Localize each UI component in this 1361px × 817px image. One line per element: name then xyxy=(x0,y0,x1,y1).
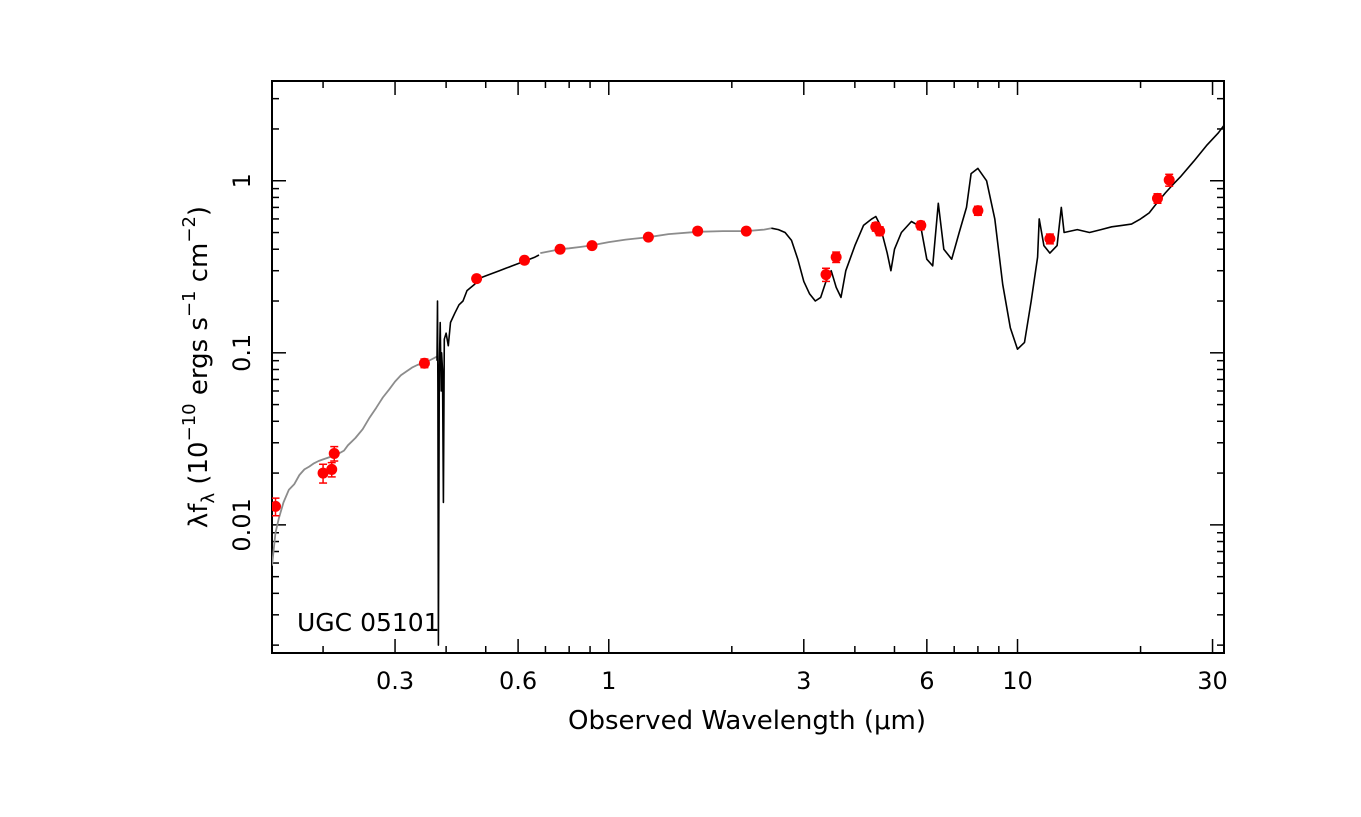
x-tick-label: 1 xyxy=(601,667,616,695)
axes xyxy=(271,80,1225,654)
tick-labels: 0.3 0.6 1 3 6 10 30 0.01 0.1 1 xyxy=(228,173,1228,695)
photometry-point xyxy=(471,273,483,285)
x-tick-label: 30 xyxy=(1197,667,1228,695)
photometry-point xyxy=(554,243,566,255)
photometry-point xyxy=(830,251,842,263)
photometry-point xyxy=(915,219,927,231)
photometry-point xyxy=(586,240,598,252)
spectrum-curves xyxy=(436,124,1224,646)
photometry-point xyxy=(874,225,886,237)
x-tick-label: 0.6 xyxy=(499,667,537,695)
photometry-point xyxy=(328,447,340,459)
model-curve-2 xyxy=(540,227,772,254)
photometry-point xyxy=(317,467,329,479)
spectrum-curve-3 xyxy=(436,254,540,646)
photometry-point xyxy=(518,254,530,266)
x-tick-label: 0.3 xyxy=(376,667,414,695)
y-axis-title: λfλ (10−10 ergs s−1 cm−2) xyxy=(179,206,219,528)
photometry-points xyxy=(272,173,1175,517)
photometry-point xyxy=(326,463,338,475)
y-tick-label: 0.1 xyxy=(228,334,256,372)
photometry-point xyxy=(642,231,654,243)
photometry-point xyxy=(1151,192,1163,204)
photometry-point xyxy=(1044,233,1056,245)
y-tick-label: 1 xyxy=(228,173,256,188)
photometry-point xyxy=(740,225,752,237)
plot-frame xyxy=(271,80,1225,654)
x-tick-label: 3 xyxy=(796,667,811,695)
x-tick-label: 10 xyxy=(1002,667,1033,695)
x-axis-title: Observed Wavelength (μm) xyxy=(568,706,926,736)
model-curve-1 xyxy=(272,355,438,566)
photometry-point xyxy=(272,500,282,512)
model-curves xyxy=(272,227,772,566)
y-tick-label: 0.01 xyxy=(228,498,256,551)
photometry-point xyxy=(972,205,984,217)
photometry-point xyxy=(692,225,704,237)
photometry-point xyxy=(820,269,832,281)
photometry-point xyxy=(418,357,430,369)
object-annotation: UGC 05101 xyxy=(297,608,440,637)
spectrum-curve-4 xyxy=(771,124,1224,350)
x-tick-label: 6 xyxy=(919,667,934,695)
photometry-point xyxy=(1163,174,1175,186)
